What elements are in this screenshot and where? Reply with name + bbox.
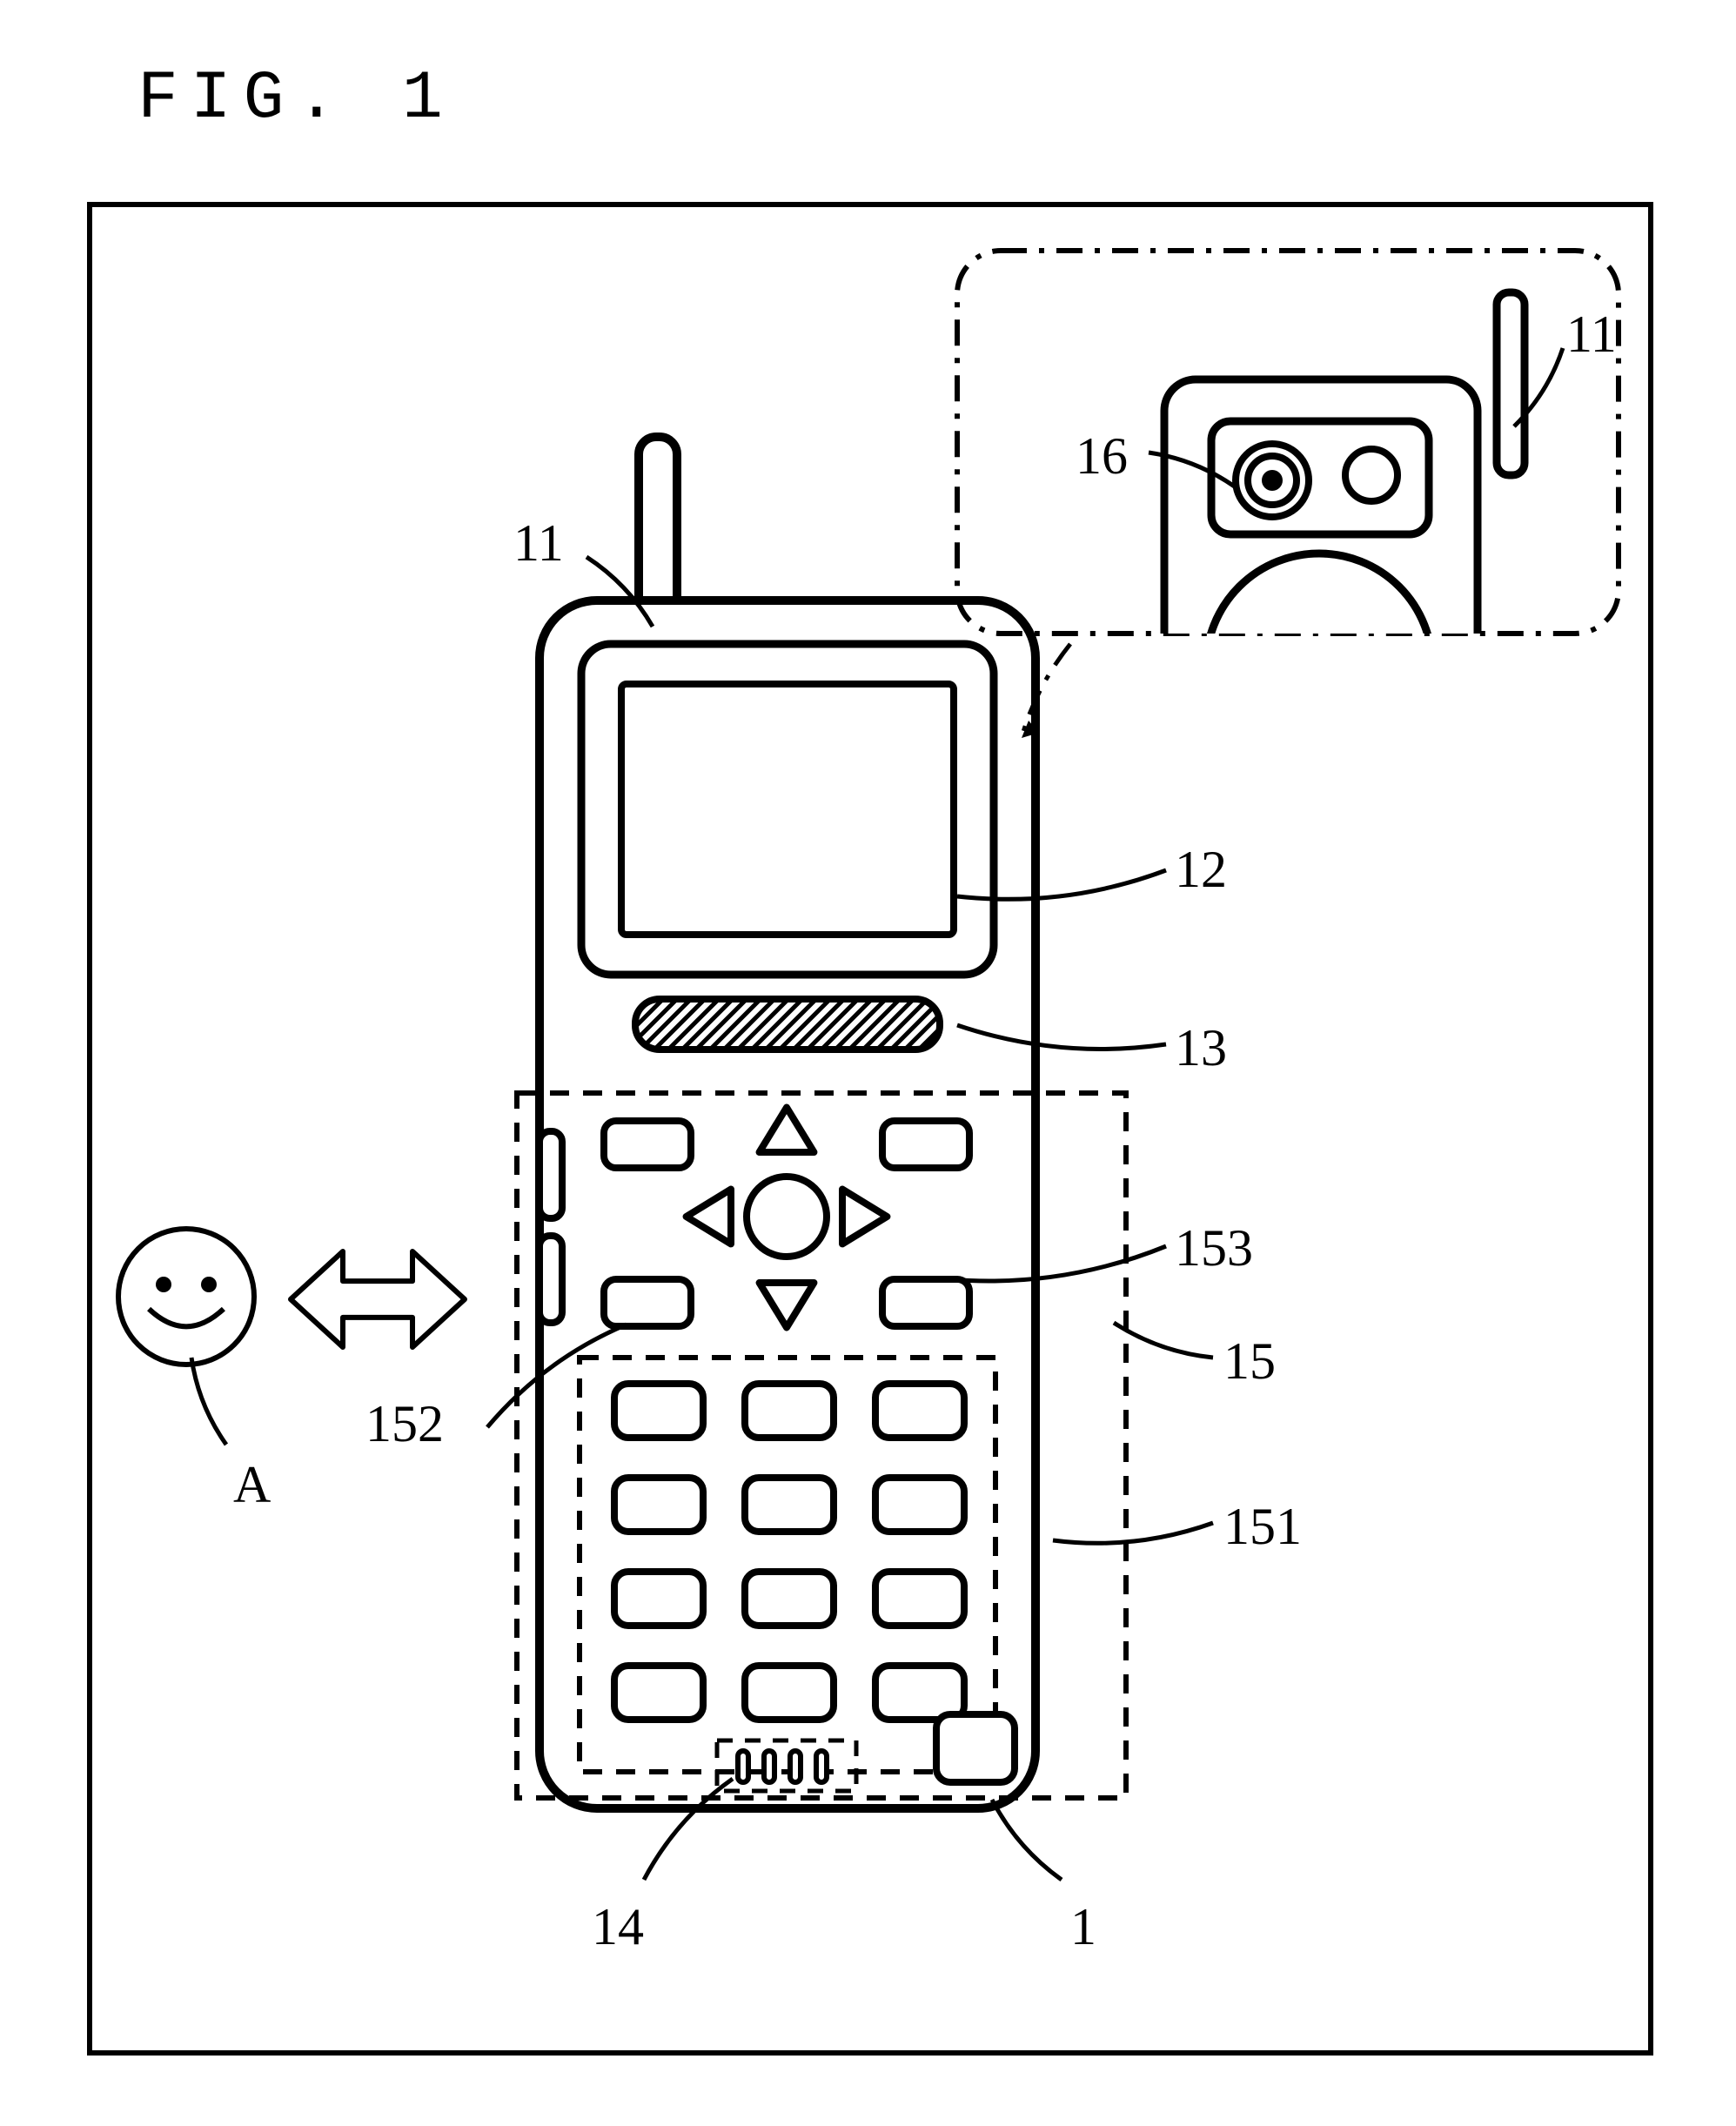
camera-sub: [1345, 449, 1398, 501]
keypad-key[interactable]: [614, 1666, 703, 1720]
label-152: 152: [365, 1394, 444, 1454]
phone: [517, 437, 1126, 1808]
softkey-bottom-right[interactable]: [882, 1279, 969, 1326]
bottom-button[interactable]: [936, 1714, 1015, 1782]
keypad-key[interactable]: [875, 1478, 964, 1532]
label-12: 12: [1175, 840, 1227, 900]
softkey-top-right[interactable]: [882, 1121, 969, 1168]
keypad-key[interactable]: [614, 1384, 703, 1438]
rear-antenna: [1497, 292, 1525, 475]
keypad-key[interactable]: [875, 1384, 964, 1438]
label-13: 13: [1175, 1018, 1227, 1078]
side-button-upper[interactable]: [540, 1131, 562, 1218]
interaction-arrow-icon: [291, 1251, 465, 1347]
user-face-icon: [118, 1229, 254, 1365]
label-14: 14: [592, 1897, 644, 1957]
keypad-key[interactable]: [745, 1384, 834, 1438]
side-button-lower[interactable]: [540, 1236, 562, 1323]
rear-view-inset: [957, 251, 1619, 738]
label-151: 151: [1223, 1497, 1302, 1557]
label-16: 16: [1076, 426, 1128, 486]
keypad-key[interactable]: [745, 1478, 834, 1532]
keypad-key[interactable]: [614, 1572, 703, 1626]
label-11: 11: [513, 513, 564, 573]
label-11: 11: [1566, 305, 1617, 365]
leader-l1: [992, 1800, 1062, 1880]
camera-lens-inner: [1262, 470, 1283, 491]
page: FIG. 1: [0, 0, 1736, 2126]
leader-l151: [1053, 1523, 1213, 1543]
keypad-key[interactable]: [875, 1572, 964, 1626]
diagram-svg: [0, 0, 1736, 2126]
label-1: 1: [1070, 1897, 1096, 1957]
user: [118, 1229, 465, 1365]
keypad-key[interactable]: [745, 1572, 834, 1626]
keypad-key[interactable]: [745, 1666, 834, 1720]
leader-lA: [191, 1358, 226, 1445]
label-15: 15: [1223, 1331, 1276, 1392]
label-153: 153: [1175, 1218, 1253, 1278]
display: [621, 684, 954, 935]
softkey-bottom-left[interactable]: [604, 1279, 691, 1326]
label-A: A: [233, 1455, 271, 1515]
leader-l15: [1114, 1323, 1213, 1358]
dpad-center-button[interactable]: [747, 1177, 827, 1257]
softkey-top-left[interactable]: [604, 1121, 691, 1168]
keypad-key[interactable]: [614, 1478, 703, 1532]
